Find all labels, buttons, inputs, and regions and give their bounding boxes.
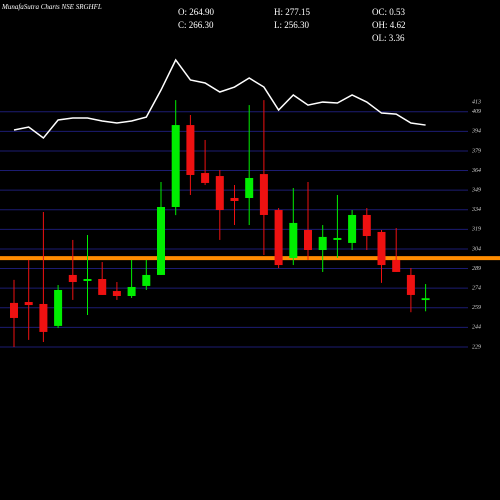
candle-body	[142, 274, 151, 286]
candle-body	[171, 125, 180, 208]
info-open: O: 264.90	[178, 7, 215, 17]
candle-body	[39, 303, 48, 332]
y-tick-label: 334	[471, 206, 481, 213]
info-close: C: 266.30	[178, 20, 214, 30]
candle-body	[377, 231, 386, 266]
candle-body	[362, 214, 371, 237]
candle-body	[348, 214, 357, 243]
info-low: L: 256.30	[274, 20, 309, 30]
candle-body	[24, 302, 33, 306]
y-tick-label: 274	[472, 285, 481, 292]
line-label: 413	[472, 98, 481, 105]
y-tick-label: 319	[471, 227, 481, 233]
y-tick-label: 379	[471, 148, 481, 154]
info-oh: OH: 4.62	[372, 20, 406, 30]
candle-body	[83, 279, 92, 281]
candle-body	[406, 274, 415, 295]
candle-body	[259, 174, 268, 215]
candle-body	[421, 298, 430, 301]
y-tick-label: 229	[472, 344, 481, 350]
candle-body	[201, 173, 210, 183]
candle-body	[230, 197, 239, 201]
candle-body	[333, 237, 342, 240]
y-tick-label: 259	[472, 305, 481, 311]
candle-body	[186, 125, 195, 175]
indicator-line	[13, 58, 426, 140]
y-tick-label: 244	[472, 324, 481, 331]
candle-body	[245, 177, 254, 198]
y-tick-label: 349	[471, 187, 481, 194]
candle-body	[98, 279, 107, 295]
y-tick-label: 409	[472, 108, 481, 115]
info-high: H: 277.15	[274, 7, 311, 17]
grid	[0, 111, 468, 348]
y-tick-label: 394	[471, 128, 481, 135]
candle-body	[112, 291, 121, 297]
candle-body	[127, 286, 136, 297]
candle-body	[274, 210, 283, 266]
y-tick-label: 289	[472, 266, 481, 272]
info-oc: OC: 0.53	[372, 7, 406, 17]
candle-body	[157, 207, 165, 275]
y-tick-label: 364	[471, 167, 481, 174]
candle-body	[68, 274, 77, 283]
y-tick-label: 304	[471, 245, 481, 252]
candle-body	[392, 259, 401, 272]
candle-body	[289, 222, 298, 258]
candle-body	[318, 236, 327, 250]
candle-body	[304, 230, 312, 250]
candle-body	[54, 289, 63, 326]
candle-body	[10, 302, 18, 318]
chart-title: MunafaSutra Charts NSE SRGHFL	[1, 3, 102, 11]
info-ol: OL: 3.36	[372, 33, 405, 43]
candle-body	[215, 176, 224, 211]
